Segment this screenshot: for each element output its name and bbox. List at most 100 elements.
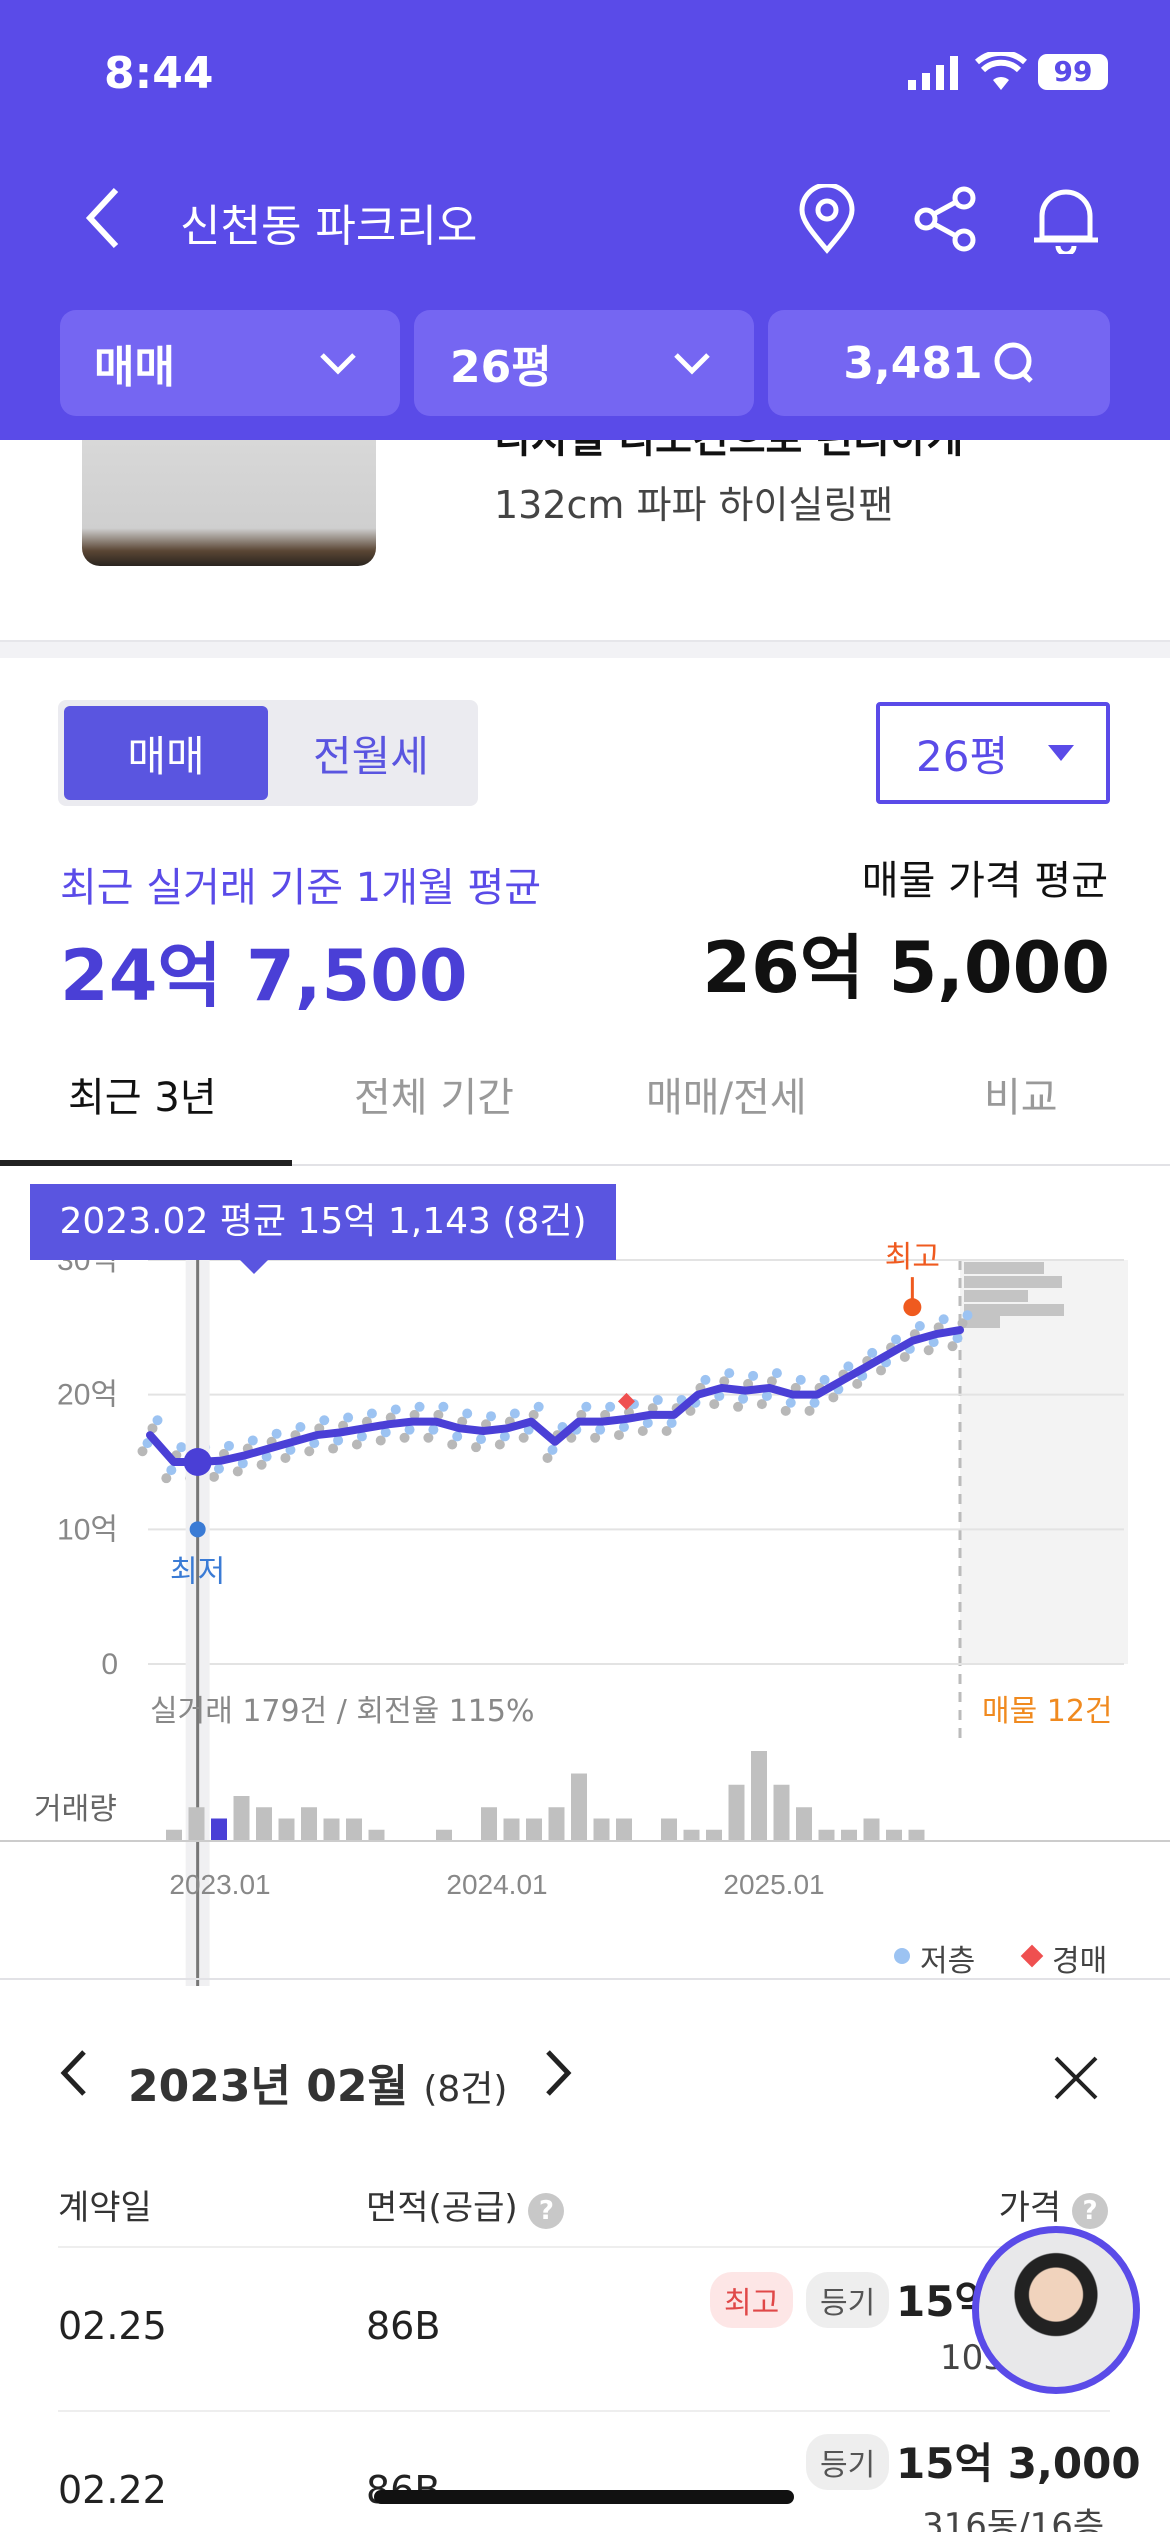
badge-highest: 최고	[710, 2272, 794, 2328]
trade-dot	[471, 1442, 482, 1453]
tab-recent-3y[interactable]: 최근 3년	[68, 1075, 217, 1121]
tooltip-text: 2023.02 평균 15억 1,143 (8건)	[59, 1201, 587, 1242]
listing-bar	[964, 1316, 1000, 1328]
avg-price-line	[146, 1326, 964, 1466]
next-month-icon[interactable]	[544, 2048, 574, 2102]
area-select[interactable]: 26평	[876, 702, 1110, 804]
legend-auction: 경매	[1052, 1944, 1108, 1979]
trade-dot	[328, 1443, 339, 1454]
avatar[interactable]	[972, 2226, 1140, 2394]
area-filter[interactable]: 26평	[414, 310, 754, 416]
volume-bar	[526, 1818, 542, 1841]
trade-dot	[576, 1409, 587, 1420]
trade-dot	[809, 1397, 820, 1408]
recent-avg-value: 24억 7,500	[60, 935, 468, 1017]
back-icon[interactable]	[82, 186, 122, 254]
trade-dot	[780, 1405, 791, 1416]
trade-dot	[528, 1409, 539, 1420]
trade-dot	[223, 1440, 234, 1451]
trade-dot	[280, 1452, 291, 1463]
tab-active-indicator	[0, 1160, 292, 1166]
segment-sale[interactable]: 매매	[64, 706, 268, 800]
tab-sale-jeonse[interactable]: 매매/전세	[646, 1075, 807, 1121]
volume-bar	[796, 1807, 812, 1841]
bell-icon[interactable]	[1030, 184, 1102, 258]
trade-dot	[452, 1431, 463, 1442]
volume-bar	[908, 1829, 925, 1841]
volume-bar	[706, 1829, 722, 1841]
y-tick-label: 20억	[57, 1379, 118, 1412]
help-icon[interactable]: ?	[1072, 2193, 1108, 2229]
trade-dot	[333, 1435, 344, 1446]
trade-dot	[852, 1378, 863, 1389]
volume-bar	[301, 1807, 317, 1841]
chevron-down-icon	[320, 353, 356, 375]
volume-bar	[841, 1829, 857, 1841]
map-pin-icon[interactable]	[796, 182, 858, 258]
prev-month-icon[interactable]	[58, 2048, 88, 2102]
volume-bar	[481, 1807, 497, 1841]
trade-dot	[404, 1424, 415, 1435]
trade-dot	[309, 1438, 320, 1449]
volume-bar	[818, 1829, 835, 1841]
trade-dot	[237, 1458, 248, 1469]
volume-bar	[616, 1818, 632, 1841]
trade-dot	[661, 1426, 672, 1437]
segment-rent[interactable]: 전월세	[313, 731, 429, 781]
trade-dot	[356, 1431, 367, 1442]
high-point	[903, 1298, 922, 1317]
table-row[interactable]: 02.22 86B 등기 15억 3,000 316동/16층	[58, 2410, 1141, 2532]
trade-dot	[652, 1395, 663, 1406]
table-row[interactable]: 02.25 86B 최고 등기 15억 103	[58, 2246, 1110, 2410]
trade-dot	[486, 1411, 497, 1422]
trade-dot	[666, 1417, 677, 1428]
trade-dot	[509, 1408, 520, 1419]
trade-dot	[714, 1391, 725, 1402]
trade-dot	[343, 1412, 354, 1423]
badge-registered: 등기	[806, 2272, 890, 2328]
help-icon[interactable]: ?	[528, 2193, 565, 2229]
trade-dot	[938, 1314, 949, 1325]
comments-button[interactable]: 3,481	[768, 310, 1110, 416]
listing-bar	[964, 1290, 1028, 1302]
trade-dot	[923, 1345, 934, 1356]
trade-dot	[771, 1368, 782, 1379]
tab-all-period[interactable]: 전체 기간	[354, 1075, 514, 1121]
volume-bar	[278, 1818, 295, 1841]
trade-dot	[380, 1427, 391, 1438]
trade-dot	[928, 1337, 939, 1348]
tab-compare[interactable]: 비교	[984, 1075, 1058, 1121]
trade-dot	[409, 1409, 420, 1420]
share-icon[interactable]	[912, 186, 978, 256]
trade-dot	[137, 1446, 148, 1457]
trade-type-filter[interactable]: 매매	[60, 310, 400, 416]
x-tick-label: 2025.01	[723, 1869, 824, 1900]
trade-dot	[213, 1463, 224, 1474]
auction-point	[617, 1392, 635, 1410]
volume-bar	[166, 1829, 182, 1841]
trade-dot	[581, 1401, 592, 1412]
trade-dot	[891, 1334, 902, 1345]
trade-dot	[595, 1424, 606, 1435]
close-icon[interactable]	[1052, 2054, 1100, 2106]
volume-bar	[233, 1796, 250, 1841]
trade-dot	[952, 1333, 963, 1344]
volume-bar	[346, 1818, 362, 1841]
listing-bar	[964, 1262, 1044, 1274]
trade-dot	[533, 1401, 544, 1412]
trade-dot	[247, 1435, 258, 1446]
month-count: (8건)	[423, 2069, 508, 2110]
trade-dot	[947, 1341, 958, 1352]
trade-dot	[399, 1432, 410, 1443]
trade-dot	[351, 1439, 362, 1450]
row-date: 02.25	[58, 2304, 167, 2348]
ad-banner[interactable]: 디지털 리모컨으로 편리하게 132cm 파파 하이실링팬	[0, 416, 1170, 640]
trade-dot	[152, 1415, 163, 1426]
col-area: 면적(공급) ?	[366, 2180, 565, 2229]
volume-bar	[863, 1818, 880, 1841]
trade-dot	[232, 1466, 243, 1477]
trade-dot	[899, 1351, 910, 1362]
trade-count-footer: 실거래 179건 / 회전율 115%	[150, 1694, 535, 1729]
trade-dot	[719, 1376, 730, 1387]
